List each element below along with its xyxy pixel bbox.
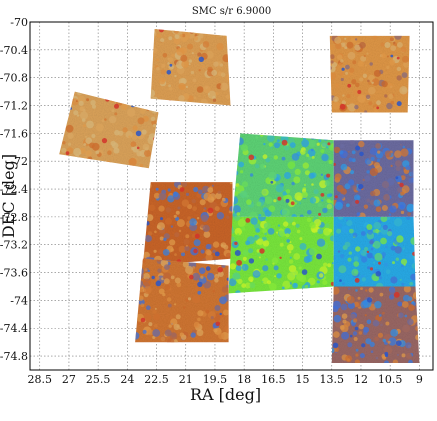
x-tick-label: 21: [179, 373, 193, 386]
tile-texture: [329, 35, 410, 113]
y-tick-label: -72.4: [0, 183, 28, 196]
chart-title: SMC s/r 6.9000: [192, 6, 271, 17]
y-tick-label: -72: [10, 155, 28, 168]
x-tick-label: 22.5: [144, 373, 169, 386]
tile-texture: [333, 216, 416, 287]
plot-frame: [29, 21, 434, 371]
map-tile-t8: [333, 216, 416, 287]
x-tick-label: 28.5: [27, 373, 52, 386]
y-tick-label: -71.6: [0, 127, 28, 140]
map-tile-t5: [333, 140, 414, 217]
x-tick-label: 16.5: [261, 373, 286, 386]
y-tick-label: -74.4: [0, 322, 28, 335]
y-tick-label: -72.8: [0, 211, 28, 224]
y-tick-label: -71.2: [0, 100, 28, 113]
x-tick-label: 24: [120, 373, 134, 386]
x-tick-label: 25.5: [86, 373, 111, 386]
map-tile-t4: [232, 133, 334, 217]
x-tick-label: 27: [62, 373, 76, 386]
tile-texture: [135, 258, 229, 343]
y-tick-label: -70.4: [0, 44, 28, 57]
map-tiles: [59, 29, 420, 363]
y-axis-title: DEC [deg]: [0, 154, 18, 238]
map-tile-t1: [150, 29, 231, 106]
map-tile-t6: [142, 182, 233, 266]
y-tick-label: -74.8: [0, 350, 28, 363]
tick-labels: 28.5 27 25.5 24 22.5 21 19.5 18 16.5 15 13.5 12 10.5…: [0, 16, 423, 386]
map-tile-t2: [59, 91, 159, 169]
y-tick-label: -70.8: [0, 72, 28, 85]
map-tile-t7: [228, 216, 334, 294]
y-tick-label: -74: [10, 294, 28, 307]
x-tick-label: 10.5: [378, 373, 403, 386]
x-tick-label: 15: [296, 373, 310, 386]
map-tile-t10: [331, 286, 420, 363]
y-tick-label: -70: [10, 16, 28, 29]
x-tick-label: 9: [416, 373, 423, 386]
y-tick-label: -73.2: [0, 239, 28, 252]
y-tick-label: -73.6: [0, 267, 28, 280]
map-tile-t9: [135, 258, 229, 343]
x-axis-title: RA [deg]: [190, 385, 261, 404]
x-tick-label: 12: [354, 373, 368, 386]
tile-texture: [331, 286, 420, 363]
x-tick-label: 18: [237, 373, 251, 386]
x-tick-label: 19.5: [203, 373, 228, 386]
tile-texture: [333, 140, 414, 217]
x-tick-label: 13.5: [320, 373, 345, 386]
map-tile-t3: [329, 35, 410, 113]
